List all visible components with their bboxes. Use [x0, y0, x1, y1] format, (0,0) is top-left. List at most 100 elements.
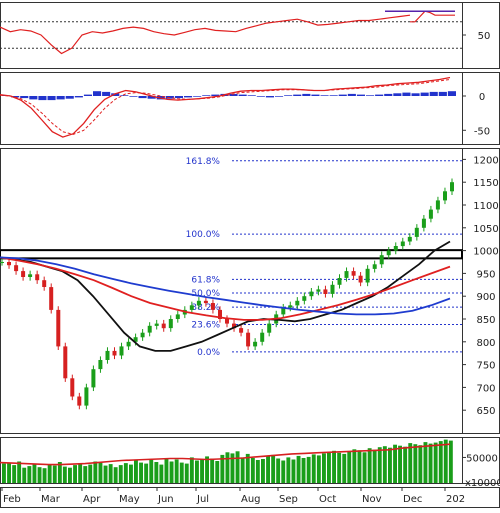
macd-histogram-bar [129, 96, 138, 97]
volume-bar [240, 457, 245, 483]
volume-bar [184, 463, 189, 483]
volume-bar [286, 457, 291, 483]
volume-bar [322, 453, 326, 483]
candle-body [246, 332, 251, 347]
candle-body [407, 236, 412, 242]
volume-bar [438, 441, 443, 483]
volume-bar [205, 456, 209, 483]
volume-bar [261, 459, 265, 483]
volume-bar [367, 448, 372, 483]
volume-bar [382, 446, 387, 483]
price-panel-frame [0, 148, 500, 434]
rsi-tick-label: 50 [478, 31, 491, 42]
macd-histogram-bar [366, 95, 375, 96]
fib-level-label: 61.8% [191, 275, 220, 285]
volume-bar [7, 462, 11, 483]
macd-histogram-bar [29, 96, 38, 100]
candle-body [323, 289, 328, 294]
volume-bar [27, 466, 32, 483]
volume-bar [443, 439, 448, 483]
price-tick-label: 750 [476, 361, 495, 372]
macd-histogram-bar [411, 93, 420, 96]
candle-body [63, 346, 68, 379]
volume-bar [276, 458, 281, 483]
volume-bar [159, 464, 164, 483]
volume-bar [235, 451, 240, 483]
volume-bar [362, 452, 367, 483]
candle-body [105, 350, 110, 360]
volume-bar [144, 463, 149, 483]
x-tick-label: Jun [157, 494, 174, 505]
volume-bar [195, 460, 199, 483]
price-tick-label: 1200 [473, 155, 498, 166]
volume-bar [32, 464, 37, 483]
price-tick-label: 800 [476, 338, 495, 349]
volume-bar [250, 458, 255, 483]
fib-level-label: 161.8% [186, 157, 221, 167]
volume-bar [215, 461, 220, 483]
volume-bar [169, 461, 174, 483]
macd-histogram-bar [120, 95, 129, 96]
macd-histogram-bar [356, 94, 365, 96]
macd-histogram-bar [102, 91, 111, 96]
volume-bar [210, 458, 215, 483]
volume-bar [123, 463, 128, 483]
volume-bar [433, 442, 438, 483]
volume-bar [78, 463, 83, 483]
candle-body [140, 332, 145, 338]
volume-bar [134, 460, 138, 483]
macd-histogram-bar [338, 94, 347, 96]
x-tick-label: Apr [83, 494, 101, 505]
volume-bar [245, 453, 250, 483]
volume-bar [93, 461, 98, 483]
x-tick-label: Sep [279, 494, 298, 505]
macd-histogram-bar [74, 96, 83, 98]
candle-body [49, 287, 54, 310]
volume-bar [332, 450, 336, 483]
macd-histogram-bar [93, 91, 102, 96]
candle-body [379, 255, 384, 265]
macd-histogram-bar [447, 91, 456, 96]
candle-body [225, 319, 229, 324]
macd-histogram-bar [402, 92, 411, 96]
candle-body [28, 274, 33, 277]
volume-bar [388, 447, 392, 483]
candle-body [443, 191, 447, 201]
volume-bar [57, 462, 62, 483]
volume-bar [47, 464, 52, 483]
macd-histogram-bar [184, 96, 193, 98]
macd-histogram-bar [202, 95, 211, 96]
macd-signal-line [0, 79, 451, 135]
macd-histogram-bar [247, 95, 256, 96]
volume-bar [296, 455, 301, 483]
volume-bar [428, 443, 433, 483]
volume-bar [255, 460, 260, 483]
candle-body [112, 350, 117, 356]
volume-bar [83, 466, 88, 483]
candle-body [21, 271, 26, 277]
macd-histogram-bar [56, 96, 65, 100]
macd-histogram-bar [429, 91, 438, 96]
volume-bar [423, 442, 428, 483]
x-tick-label: Jul [196, 494, 209, 505]
macd-histogram-bar [311, 94, 320, 96]
volume-bar [413, 444, 418, 483]
price-tick-label: 1150 [473, 178, 498, 189]
candle-body [7, 262, 11, 266]
fib-level-label: 50.0% [191, 289, 220, 299]
candle-body [302, 296, 307, 301]
candle-body [295, 300, 300, 306]
macd-line [0, 76, 451, 138]
candle-body [203, 300, 208, 304]
volume-bar [179, 462, 184, 483]
volume-bar [377, 447, 382, 483]
macd-histogram-bar [320, 95, 329, 96]
volume-bar [398, 445, 402, 483]
volume-bar [393, 444, 397, 483]
candle-body [414, 227, 419, 237]
candle-body [161, 323, 166, 329]
volume-bar [108, 464, 113, 483]
macd-tick-label: -50 [474, 126, 490, 137]
volume-bar [347, 451, 352, 483]
